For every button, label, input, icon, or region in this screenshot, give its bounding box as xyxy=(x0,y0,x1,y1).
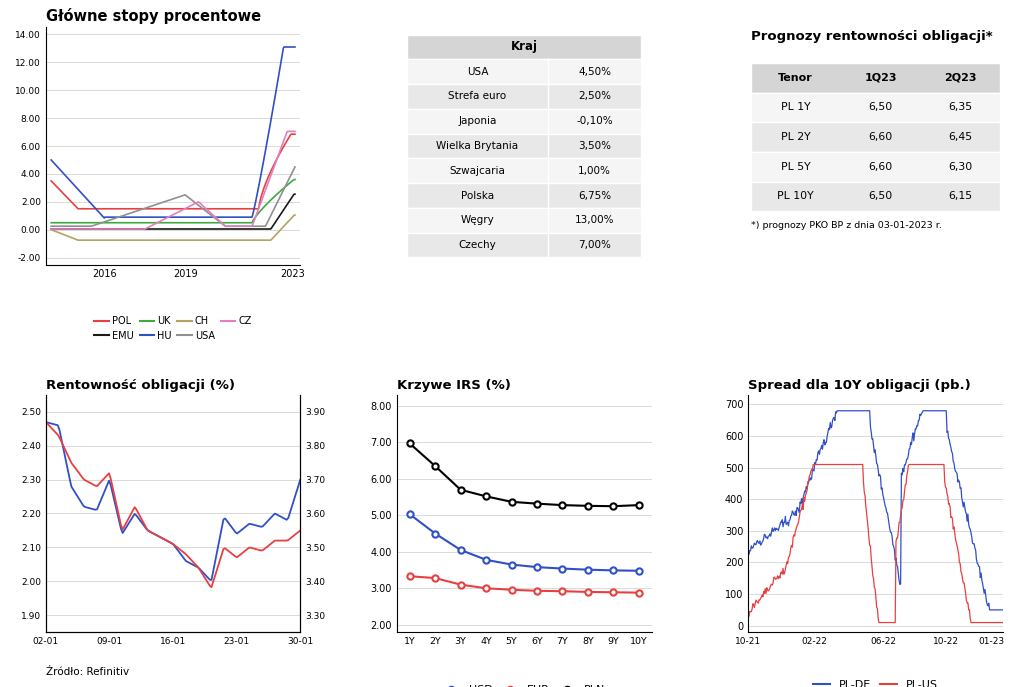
Text: Główne stopy procentowe: Główne stopy procentowe xyxy=(46,8,261,23)
Text: Spread dla 10Y obligacji (pb.): Spread dla 10Y obligacji (pb.) xyxy=(748,379,971,392)
Text: Węgry: Węgry xyxy=(460,215,495,225)
Bar xyxy=(750,122,1000,152)
Text: 6,30: 6,30 xyxy=(948,161,972,172)
Text: 4,50%: 4,50% xyxy=(578,67,611,77)
Bar xyxy=(750,152,1000,181)
Text: 7,00%: 7,00% xyxy=(578,240,611,250)
Text: Czechy: Czechy xyxy=(458,240,497,250)
Text: 3,50%: 3,50% xyxy=(578,141,611,151)
Text: 1,00%: 1,00% xyxy=(578,166,611,176)
Text: PL 5Y: PL 5Y xyxy=(781,161,810,172)
Text: Rentowność obligacji (%): Rentowność obligacji (%) xyxy=(46,379,235,392)
Text: Japonia: Japonia xyxy=(458,116,497,126)
Text: -0,10%: -0,10% xyxy=(576,116,613,126)
Bar xyxy=(750,181,1000,211)
Text: Tenor: Tenor xyxy=(779,73,813,83)
Text: Kraj: Kraj xyxy=(511,41,538,54)
Text: 2,50%: 2,50% xyxy=(578,91,611,102)
Text: Źródło: Refinitiv: Źródło: Refinitiv xyxy=(46,666,129,677)
Text: PL 2Y: PL 2Y xyxy=(781,132,810,142)
Text: Krzywe IRS (%): Krzywe IRS (%) xyxy=(397,379,511,392)
Text: 6,15: 6,15 xyxy=(948,192,972,201)
Text: Prognozy rentowności obligacji*: Prognozy rentowności obligacji* xyxy=(750,30,993,43)
Text: *) prognozy PKO BP z dnia 03-01-2023 r.: *) prognozy PKO BP z dnia 03-01-2023 r. xyxy=(750,221,942,229)
Legend: PL-DE, PL-US: PL-DE, PL-US xyxy=(809,675,942,687)
Text: 2Q23: 2Q23 xyxy=(944,73,976,83)
Text: 13,00%: 13,00% xyxy=(575,215,614,225)
Legend: USD, EUR, PLN: USD, EUR, PLN xyxy=(439,680,610,687)
Text: 6,50: 6,50 xyxy=(868,192,893,201)
Text: 6,60: 6,60 xyxy=(868,161,893,172)
Text: Szwajcaria: Szwajcaria xyxy=(450,166,505,176)
Text: Polska: Polska xyxy=(461,190,494,201)
Text: PL 10Y: PL 10Y xyxy=(778,192,814,201)
Text: 6,75%: 6,75% xyxy=(578,190,611,201)
Text: PL 1Y: PL 1Y xyxy=(781,102,810,113)
Text: 6,45: 6,45 xyxy=(948,132,972,142)
Bar xyxy=(750,93,1000,122)
Text: USA: USA xyxy=(466,67,489,77)
Legend: POL, EMU, UK, HU, CH, USA, CZ: POL, EMU, UK, HU, CH, USA, CZ xyxy=(91,312,256,345)
Text: 1Q23: 1Q23 xyxy=(864,73,897,83)
Text: 6,60: 6,60 xyxy=(868,132,893,142)
Text: 6,35: 6,35 xyxy=(948,102,972,113)
Text: Wielka Brytania: Wielka Brytania xyxy=(437,141,518,151)
Text: 6,50: 6,50 xyxy=(868,102,893,113)
Text: Strefa euro: Strefa euro xyxy=(448,91,507,102)
Bar xyxy=(750,63,1000,93)
